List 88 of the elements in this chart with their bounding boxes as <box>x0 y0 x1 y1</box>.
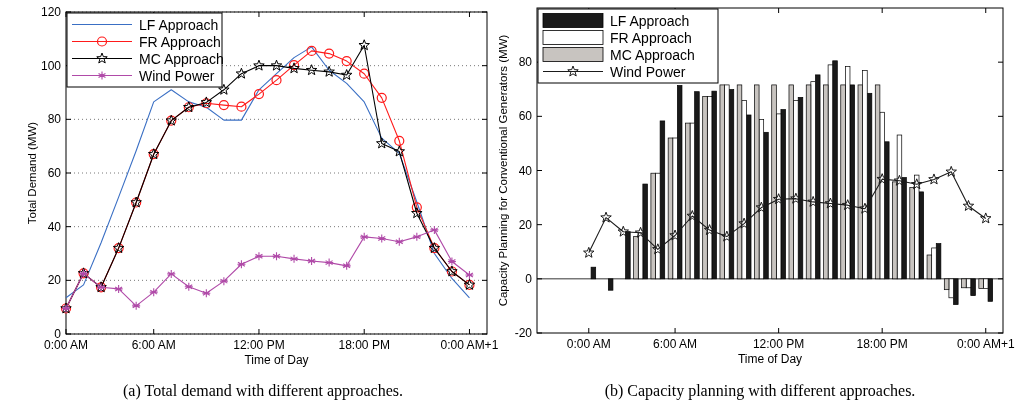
x-tick-label: 12:00 PM <box>233 338 285 352</box>
legend-label: MC Approach <box>610 46 695 63</box>
point <box>464 270 475 280</box>
x-tick-label: 0:00 AM <box>566 337 611 351</box>
legend-label: Wind Power <box>610 63 686 80</box>
y-axis-title: Capacity Planning for Conventional Generators (MW) <box>497 34 509 307</box>
point <box>447 257 457 267</box>
point <box>962 199 975 211</box>
point <box>393 145 406 157</box>
point <box>270 59 283 71</box>
y-tick-label: 20 <box>47 273 62 288</box>
y-tick-label: 120 <box>40 5 62 19</box>
point <box>945 165 957 177</box>
point <box>377 233 387 244</box>
point <box>394 135 405 146</box>
x-tick-label: 0:00 AM <box>43 338 89 352</box>
point <box>910 178 923 190</box>
y-tick-label: 0 <box>525 271 533 286</box>
point <box>218 83 230 95</box>
legend-label: LF Approach <box>139 16 219 33</box>
point <box>394 237 404 247</box>
legend-label: MC Approach <box>139 50 224 67</box>
point <box>149 287 159 297</box>
point <box>271 251 282 261</box>
point <box>583 246 595 258</box>
point <box>980 212 992 224</box>
y-tick-label: 20 <box>518 217 533 232</box>
point <box>600 211 612 223</box>
point <box>358 39 370 51</box>
point <box>376 137 388 149</box>
legend-label: Wind Power <box>139 67 215 84</box>
point <box>305 64 318 76</box>
point <box>307 256 317 266</box>
x-tick-label: 18:00 PM <box>338 338 390 352</box>
point <box>253 59 265 71</box>
point <box>342 261 352 271</box>
y-axis-title: Total Demand (MW) <box>26 121 38 225</box>
y-tick-label: 40 <box>518 163 533 178</box>
legend-label: FR Approach <box>610 29 692 46</box>
x-axis-title: Time of Day <box>737 352 803 366</box>
point <box>235 67 248 79</box>
x-tick-label: 12:00 PM <box>752 337 805 351</box>
y-tick-label: 60 <box>518 109 533 124</box>
point <box>254 251 264 261</box>
point <box>218 100 229 111</box>
point <box>359 232 369 242</box>
point <box>359 68 370 79</box>
point <box>617 225 630 237</box>
point <box>131 301 141 311</box>
point <box>340 69 353 81</box>
x-tick-label: 0:00 AM+1 <box>956 337 1015 351</box>
y-tick-label: 80 <box>518 55 533 70</box>
point <box>236 101 247 112</box>
legend-label: LF Approach <box>610 12 690 29</box>
point <box>928 173 940 185</box>
point <box>289 254 299 264</box>
point <box>114 284 124 294</box>
point <box>236 259 246 269</box>
point <box>253 89 265 100</box>
point <box>323 65 335 77</box>
y-tick-label: -20 <box>514 326 533 340</box>
point <box>324 258 334 268</box>
point <box>429 225 439 235</box>
point <box>412 232 422 242</box>
point <box>201 288 211 298</box>
point <box>184 282 194 292</box>
x-tick-label: 18:00 PM <box>856 337 908 351</box>
y-tick-label: 40 <box>47 219 62 234</box>
y-tick-label: 0 <box>54 327 62 341</box>
point <box>219 276 229 286</box>
x-tick-label: 0:00 AM+1 <box>440 338 499 352</box>
point <box>376 92 387 103</box>
legend-label: FR Approach <box>139 33 221 50</box>
x-tick-label: 6:00 AM <box>653 337 698 351</box>
point <box>341 56 352 67</box>
x-axis-title: Time of Day <box>244 353 309 367</box>
y-tick-label: 80 <box>47 112 62 127</box>
point <box>324 48 335 59</box>
point <box>411 202 422 213</box>
point <box>306 45 317 57</box>
y-tick-label: 60 <box>47 166 62 180</box>
y-tick-label: 100 <box>40 58 62 73</box>
point <box>271 75 282 86</box>
text: (a) Total demand with different approaches. <box>123 382 403 400</box>
point <box>411 207 423 219</box>
point <box>166 269 176 279</box>
text: (b) Capacity planning with different approaches. <box>604 382 916 400</box>
x-tick-label: 6:00 AM <box>131 338 176 352</box>
